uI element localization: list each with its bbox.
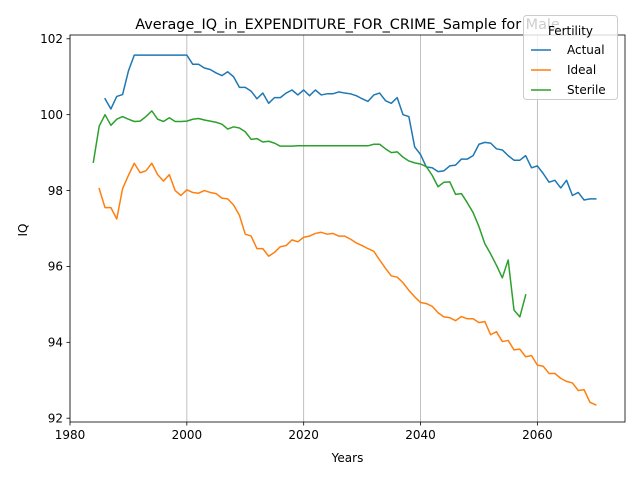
x-tick-label: 2020 bbox=[288, 428, 319, 442]
y-axis-title: IQ bbox=[16, 224, 30, 237]
x-tick-label: 1980 bbox=[55, 428, 86, 442]
y-tick-label: 92 bbox=[48, 411, 63, 425]
y-tick-label: 100 bbox=[40, 108, 63, 122]
legend-label-sterile: Sterile bbox=[567, 83, 606, 97]
x-tick-label: 2000 bbox=[172, 428, 203, 442]
legend-title: Fertility bbox=[548, 24, 593, 38]
series-line-sterile bbox=[92, 110, 527, 318]
x-tick-label: 2060 bbox=[522, 428, 553, 442]
chart-title: Average_IQ_in_EXPENDITURE_FOR_CRIME_Samp… bbox=[135, 17, 560, 33]
legend-label-ideal: Ideal bbox=[567, 63, 596, 77]
axes: 1980 2000 2020 2040 2060 92 94 96 98 100 102 bbox=[40, 32, 626, 442]
legend: Fertility Actual Ideal Sterile bbox=[523, 15, 618, 100]
y-tick-label: 94 bbox=[48, 336, 63, 350]
x-axis-title: Years bbox=[331, 451, 364, 465]
series-line-actual bbox=[104, 54, 597, 201]
legend-box bbox=[523, 15, 618, 100]
plot-frame bbox=[69, 34, 626, 423]
legend-label-actual: Actual bbox=[567, 43, 605, 57]
y-tick-label: 96 bbox=[48, 260, 63, 274]
y-tick-label: 102 bbox=[40, 32, 63, 46]
series-lines bbox=[92, 54, 597, 406]
y-tick-label: 98 bbox=[48, 184, 63, 198]
series-line-ideal bbox=[98, 162, 597, 406]
x-tick-label: 2040 bbox=[405, 428, 436, 442]
